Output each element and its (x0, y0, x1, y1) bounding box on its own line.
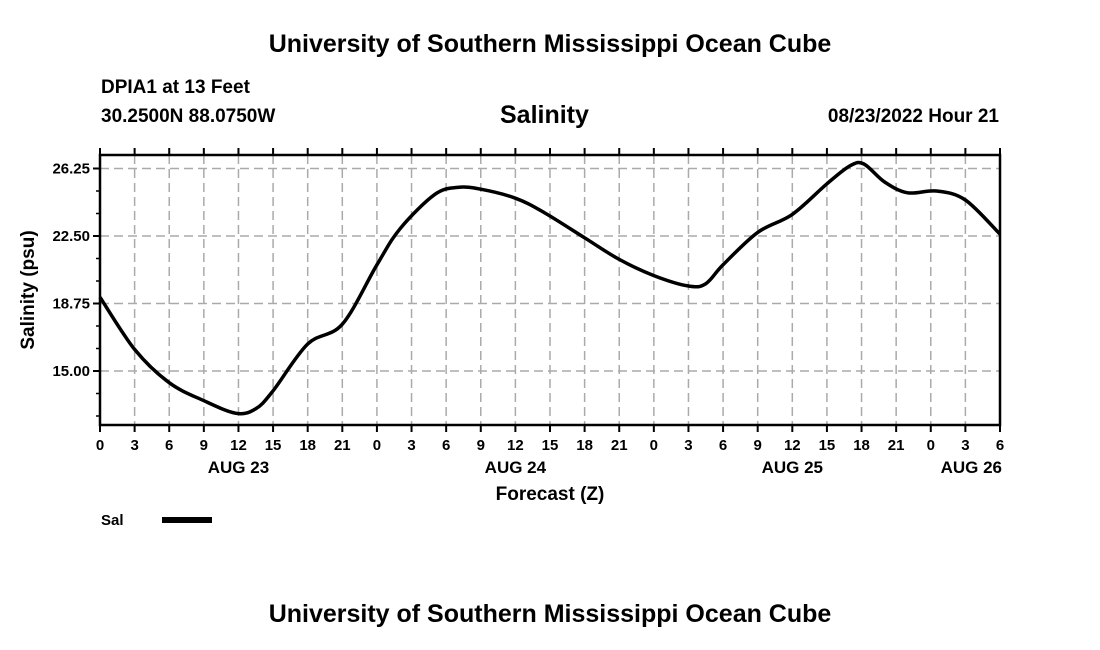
footer-title: University of Southern Mississippi Ocean… (268, 600, 832, 628)
x-tick-label: 21 (888, 437, 905, 454)
x-tick-label: 9 (477, 437, 485, 454)
chart-title: University of Southern Mississippi Ocean… (268, 30, 832, 58)
date-label: AUG 23 (208, 458, 269, 477)
series-line-sal (98, 160, 1002, 416)
x-tick-label: 12 (507, 437, 524, 454)
y-tick-label: 26.25 (52, 161, 90, 178)
x-tick-label: 6 (165, 437, 173, 454)
x-tick-label: 12 (230, 437, 247, 454)
x-tick-label: 0 (927, 437, 935, 454)
x-tick-label: 0 (373, 437, 381, 454)
legend-label: Sal (101, 512, 124, 529)
x-axis-label: Forecast (Z) (496, 484, 605, 505)
y-tick-label: 15.00 (52, 363, 90, 380)
station-label: DPIA1 at 13 Feet (101, 77, 250, 98)
x-tick-label: 18 (576, 437, 593, 454)
x-tick-label: 9 (200, 437, 208, 454)
date-label: AUG 26 (941, 458, 1002, 477)
date-label: AUG 25 (762, 458, 823, 477)
y-tick-label: 18.75 (52, 296, 90, 313)
x-tick-label: 21 (611, 437, 628, 454)
x-tick-label: 0 (96, 437, 104, 454)
forecast-datetime: 08/23/2022 Hour 21 (827, 106, 999, 127)
x-tick-label: 6 (996, 437, 1004, 454)
x-tick-label: 15 (542, 437, 559, 454)
x-tick-label: 15 (819, 437, 836, 454)
x-tick-label: 18 (853, 437, 870, 454)
x-tick-label: 6 (719, 437, 727, 454)
x-tick-label: 12 (784, 437, 801, 454)
station-coordinates: 30.2500N 88.0750W (101, 106, 276, 127)
date-label: AUG 24 (485, 458, 547, 477)
x-tick-label: 3 (961, 437, 969, 454)
variable-title: Salinity (500, 101, 589, 129)
x-tick-label: 3 (407, 437, 415, 454)
x-tick-label: 15 (265, 437, 282, 454)
x-tick-label: 3 (684, 437, 692, 454)
plot-frame (98, 153, 1002, 427)
x-tick-label: 3 (130, 437, 138, 454)
x-tick-label: 21 (334, 437, 351, 454)
y-tick-label: 22.50 (52, 228, 90, 245)
x-tick-label: 6 (442, 437, 450, 454)
x-tick-label: 18 (299, 437, 316, 454)
y-axis-label: Salinity (psu) (18, 230, 39, 349)
x-tick-label: 9 (754, 437, 762, 454)
x-tick-label: 0 (650, 437, 658, 454)
